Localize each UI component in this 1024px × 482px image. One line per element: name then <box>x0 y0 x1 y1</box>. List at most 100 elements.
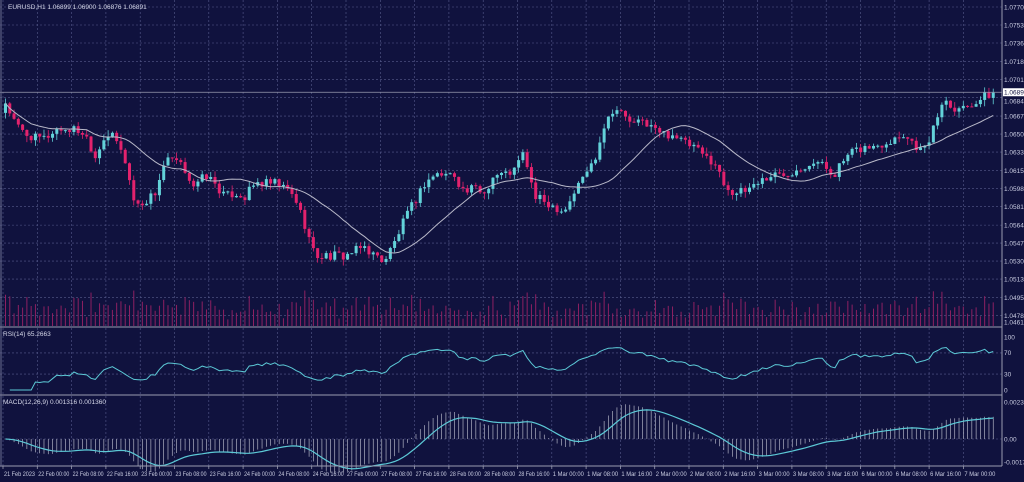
candle-body <box>354 245 358 254</box>
time-tick-label: 23 Feb 08:00 <box>176 471 207 478</box>
candle-body <box>286 184 290 189</box>
candle-body <box>602 128 606 143</box>
candle-body <box>641 119 645 121</box>
candle-body <box>816 162 820 164</box>
time-tick-label: 7 Mar 00:00 <box>964 471 995 478</box>
candle-body <box>337 251 341 253</box>
candle-body <box>470 185 474 193</box>
candle-body <box>405 210 409 219</box>
time-tick-label: 24 Feb 08:00 <box>278 471 309 478</box>
candle-body <box>401 218 405 235</box>
candle-body <box>863 146 867 153</box>
candle-body <box>320 258 324 260</box>
candle-body <box>585 171 589 177</box>
candle-body <box>880 145 884 148</box>
candle-body <box>799 170 803 172</box>
price-tick-label: 1.04615 <box>1004 319 1024 326</box>
candle-body <box>157 179 161 196</box>
candle-body <box>140 203 144 206</box>
candle-body <box>713 164 717 166</box>
candle-body <box>384 258 388 262</box>
candle-body <box>12 113 16 119</box>
candle-body <box>448 173 452 175</box>
candle-body <box>901 137 905 139</box>
candle-body <box>820 161 824 163</box>
candle-body <box>547 201 551 208</box>
candle-body <box>923 145 927 148</box>
rsi-line <box>9 346 994 391</box>
candle-body <box>192 180 196 187</box>
candle-body <box>653 125 657 128</box>
candle-body <box>795 170 799 176</box>
candle-body <box>606 116 610 129</box>
candle-body <box>931 125 935 143</box>
candle-body <box>346 253 350 260</box>
candle-body <box>803 169 807 171</box>
candle-body <box>829 168 833 175</box>
candle-body <box>846 154 850 162</box>
macd-label: MACD(12,26,9) 0.001316 0.001360 <box>3 399 106 406</box>
rsi-tick-label: 100 <box>1004 334 1015 341</box>
rsi-panel: 100 70 30 0 <box>0 334 1015 394</box>
time-tick-label: 1 Mar 00:00 <box>553 471 584 478</box>
moving-average-line <box>5 103 994 254</box>
candle-body <box>624 110 627 117</box>
candle-body <box>594 159 598 164</box>
time-tick-label: 27 Feb 08:00 <box>381 471 412 478</box>
candle-body <box>529 167 533 183</box>
price-tick-label: 1.06845 <box>1004 99 1024 106</box>
candle-body <box>974 104 978 107</box>
candle-body <box>756 183 760 185</box>
candle-body <box>936 117 940 126</box>
candle-body <box>252 185 255 187</box>
candle-body <box>611 113 615 117</box>
time-tick-label: 28 Feb 16:00 <box>519 471 550 478</box>
candle-body <box>98 149 102 159</box>
candle-body <box>444 173 448 176</box>
candle-body <box>179 160 183 163</box>
candle-body <box>833 174 837 177</box>
candle-body <box>234 196 238 198</box>
candle-body <box>145 203 149 206</box>
candle-body <box>457 176 461 187</box>
candle-body <box>692 144 696 147</box>
candle-body <box>850 148 854 155</box>
candle-body <box>504 171 508 173</box>
candle-body <box>722 171 726 186</box>
candle-body <box>226 191 230 193</box>
candle-body <box>525 152 529 168</box>
candle-body <box>495 175 499 178</box>
candle-body <box>204 174 208 180</box>
candle-body <box>914 140 918 151</box>
candle-body <box>260 182 264 187</box>
candle-body <box>461 186 465 189</box>
candle-body <box>123 149 127 164</box>
candle-body <box>568 201 572 210</box>
candle-body <box>128 163 131 181</box>
candle-body <box>247 186 251 201</box>
candle-body <box>222 191 226 194</box>
candle-body <box>239 196 243 198</box>
candle-body <box>919 147 923 151</box>
price-tick-label: 1.05470 <box>1004 240 1024 247</box>
candle-body <box>884 144 888 148</box>
time-tick-label: 2 Mar 16:00 <box>724 471 755 478</box>
candle-body <box>299 202 303 210</box>
candle-body <box>598 142 602 160</box>
candle-body <box>311 237 315 249</box>
candle-body <box>649 125 653 127</box>
candle-body <box>551 205 555 208</box>
candle-body <box>4 103 7 113</box>
time-tick-label: 22 Feb 00:00 <box>38 471 69 478</box>
candle-body <box>196 181 200 187</box>
time-tick-label: 27 Feb 00:00 <box>347 471 378 478</box>
candle-body <box>739 187 743 194</box>
volume-bars <box>5 290 994 326</box>
candle-body <box>38 133 42 137</box>
price-tick-label: 1.05815 <box>1004 204 1024 211</box>
candle-body <box>397 234 401 242</box>
candle-body <box>59 128 63 131</box>
price-tick-label: 1.06500 <box>1004 131 1024 138</box>
